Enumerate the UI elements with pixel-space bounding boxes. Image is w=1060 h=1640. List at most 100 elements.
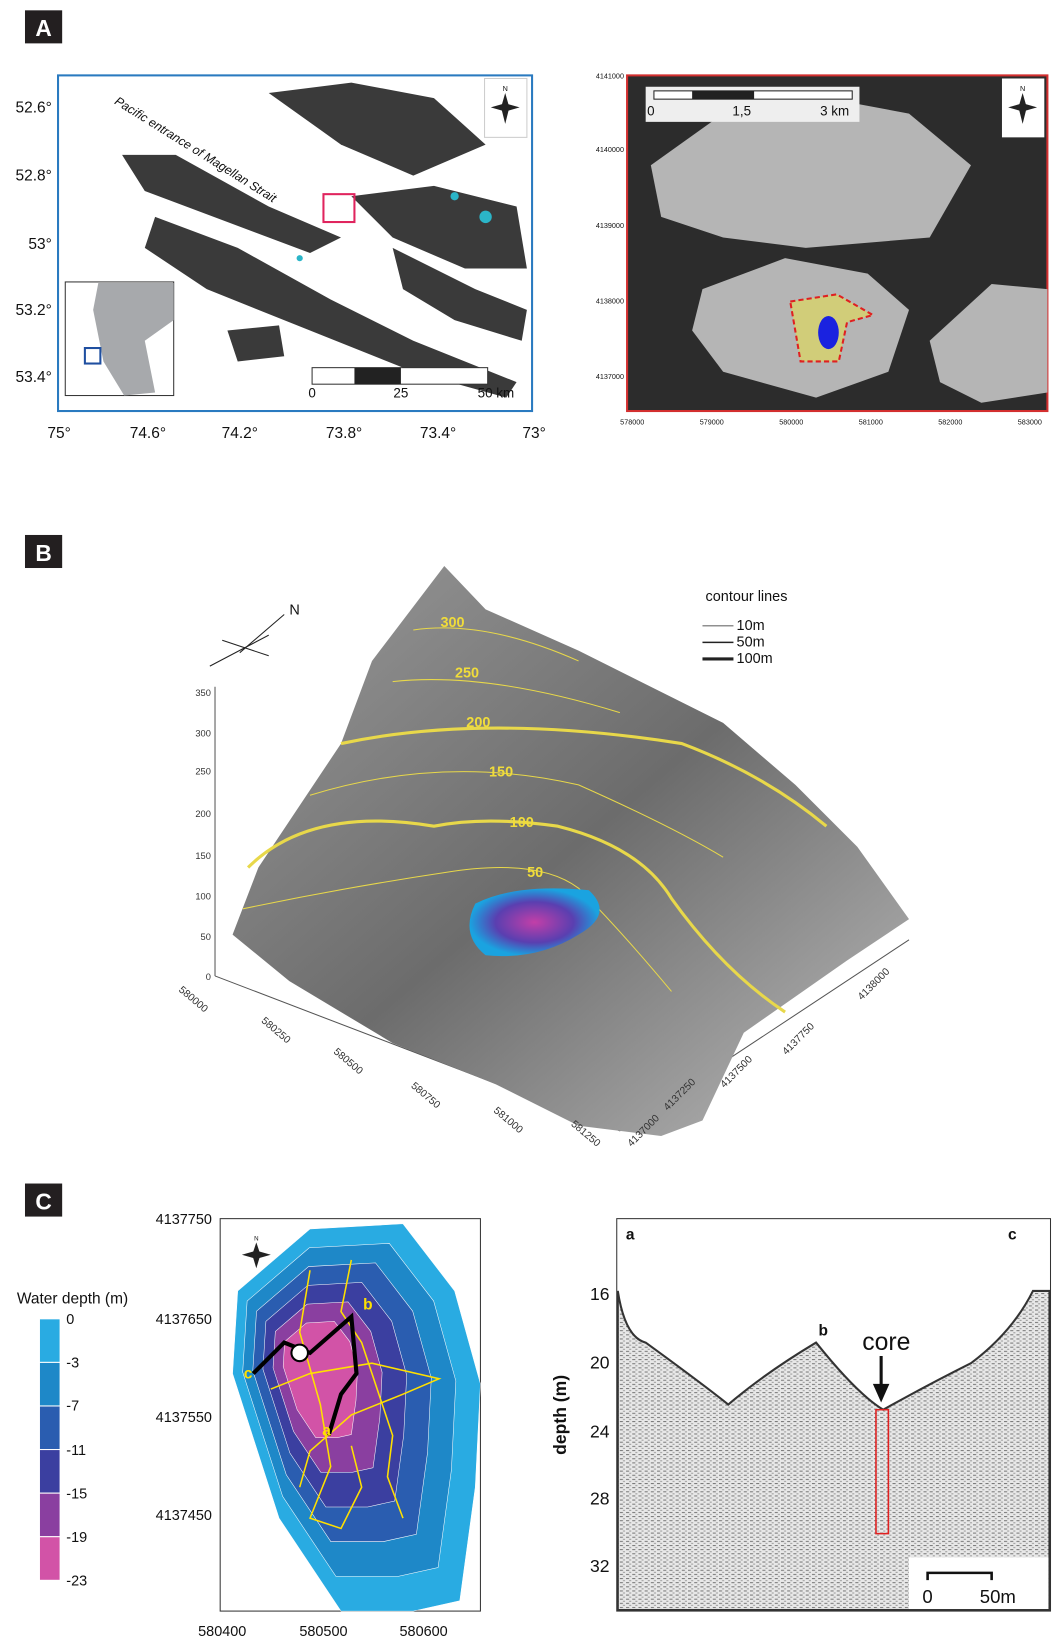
x-label: 582000	[938, 417, 962, 426]
x-label: 580250	[259, 1016, 293, 1047]
y-label: 32	[590, 1556, 610, 1576]
scale-label: 0	[922, 1586, 932, 1607]
contour-label: 300	[440, 615, 464, 631]
compass-n: N	[254, 1235, 258, 1242]
y-label: 4139000	[596, 221, 624, 230]
page: A 52.6° 52.8° 53° 53.2° 53.4° 75° 74.6° 74.2° 73.…	[0, 0, 1060, 1640]
x-label: 580500	[299, 1624, 347, 1640]
depth-level: 0	[66, 1312, 74, 1328]
lat-label: 53.4°	[15, 369, 51, 386]
z-label: 0	[206, 972, 211, 982]
x-label: 579000	[700, 417, 724, 426]
scale-label: 50m	[980, 1586, 1016, 1607]
lon-label: 74.6°	[130, 425, 166, 442]
z-label: 250	[195, 767, 210, 777]
lake	[818, 316, 839, 349]
point-label: b	[819, 1322, 828, 1339]
contour-label: 150	[489, 765, 513, 781]
y-label: 20	[590, 1352, 610, 1372]
y-label: 28	[590, 1489, 610, 1509]
panel-label: C	[35, 1188, 51, 1214]
legend-item: 50m	[737, 634, 765, 650]
lat-label: 52.6°	[15, 100, 51, 117]
depth-level: -11	[66, 1443, 86, 1459]
depth-legend	[39, 1319, 60, 1580]
z-label: 100	[195, 892, 210, 902]
x-label: 580600	[400, 1624, 448, 1640]
point-label: c	[1008, 1226, 1017, 1243]
z-label: 50	[201, 932, 211, 942]
depth-level: -7	[66, 1399, 79, 1415]
x-label: 580400	[198, 1624, 246, 1640]
depth-swatch	[39, 1362, 60, 1406]
y-title: depth (m)	[550, 1375, 570, 1455]
scale-bar-segment	[354, 368, 400, 385]
y-label: 4137450	[156, 1508, 212, 1524]
y-label: 4141000	[596, 71, 624, 80]
depth-level: -19	[66, 1530, 87, 1546]
lon-label: 73°	[522, 425, 545, 442]
depth-level: -3	[66, 1355, 79, 1371]
core-label: core	[862, 1329, 910, 1356]
track-label: b	[363, 1297, 372, 1314]
lon-label: 73.4°	[420, 425, 456, 442]
y-label: 4137750	[156, 1212, 212, 1228]
compass-n: N	[1020, 84, 1025, 93]
x-label: 580000	[779, 417, 803, 426]
depth-swatch	[39, 1406, 60, 1450]
x-label: 581000	[491, 1105, 525, 1136]
compass-n: N	[503, 84, 508, 93]
scale-label: 3 km	[820, 104, 849, 119]
y-label: 4138000	[596, 297, 624, 306]
z-label: 200	[195, 809, 210, 819]
legend-item: 100m	[737, 651, 773, 667]
panel-label: A	[35, 15, 51, 41]
y-label: 16	[590, 1284, 610, 1304]
north-label: N	[289, 602, 299, 618]
north-arrow	[240, 614, 284, 652]
y-label: 4137000	[596, 372, 624, 381]
legend-title: Water depth (m)	[17, 1290, 128, 1307]
scale-label: 50 km	[478, 386, 515, 401]
x-label: 580500	[331, 1047, 365, 1078]
point-label: a	[626, 1226, 635, 1243]
scale-label: 1,5	[732, 104, 751, 119]
depth-level: -15	[66, 1487, 87, 1503]
x-label: 583000	[1018, 417, 1042, 426]
x-label: 581000	[859, 417, 883, 426]
x-label: 580750	[409, 1081, 443, 1112]
y-label: 4137750	[781, 1021, 817, 1057]
track-label: a	[322, 1423, 331, 1440]
y-label: 4137550	[156, 1410, 212, 1426]
contour-label: 200	[466, 715, 490, 731]
lat-label: 52.8°	[15, 168, 51, 185]
lon-label: 74.2°	[222, 425, 258, 442]
legend-item: 10m	[737, 618, 765, 634]
x-label: 578000	[620, 417, 644, 426]
scale-label: 0	[647, 104, 654, 119]
scale-bar-segment	[692, 91, 754, 99]
legend-title: contour lines	[706, 589, 788, 605]
figure: A 52.6° 52.8° 53° 53.2° 53.4° 75° 74.6° 74.2° 73.…	[0, 0, 1060, 1640]
lon-label: 75°	[47, 425, 70, 442]
contour-label: 100	[510, 815, 534, 831]
x-label: 580000	[176, 985, 210, 1016]
contour-label: 250	[455, 665, 479, 681]
panel-label: B	[35, 540, 51, 566]
y-label: 4137650	[156, 1312, 212, 1328]
depth-swatch	[39, 1319, 60, 1363]
lat-label: 53°	[28, 236, 51, 253]
scale-label: 0	[308, 386, 315, 401]
z-label: 350	[195, 688, 210, 698]
y-label: 4140000	[596, 145, 624, 154]
depth-level: -23	[66, 1573, 87, 1589]
depth-swatch	[39, 1450, 60, 1494]
z-label: 300	[195, 728, 210, 738]
north-cross	[210, 635, 269, 666]
depth-swatch	[39, 1537, 60, 1581]
depth-swatch	[39, 1493, 60, 1537]
y-label: 24	[590, 1422, 610, 1442]
lat-label: 53.2°	[15, 302, 51, 319]
lon-label: 73.8°	[326, 425, 362, 442]
core-site	[291, 1345, 308, 1362]
